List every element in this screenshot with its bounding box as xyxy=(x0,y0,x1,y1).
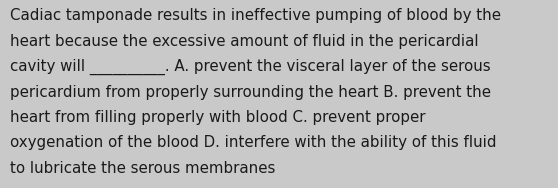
Text: Cadiac tamponade results in ineffective pumping of blood by the: Cadiac tamponade results in ineffective … xyxy=(10,8,501,24)
Text: cavity will __________. A. prevent the visceral layer of the serous: cavity will __________. A. prevent the v… xyxy=(10,59,490,75)
Text: heart from filling properly with blood C. prevent proper: heart from filling properly with blood C… xyxy=(10,110,426,125)
Text: heart because the excessive amount of fluid in the pericardial: heart because the excessive amount of fl… xyxy=(10,34,479,49)
Text: pericardium from properly surrounding the heart B. prevent the: pericardium from properly surrounding th… xyxy=(10,85,491,100)
Text: oxygenation of the blood D. interfere with the ability of this fluid: oxygenation of the blood D. interfere wi… xyxy=(10,135,497,150)
Text: to lubricate the serous membranes: to lubricate the serous membranes xyxy=(10,161,276,176)
